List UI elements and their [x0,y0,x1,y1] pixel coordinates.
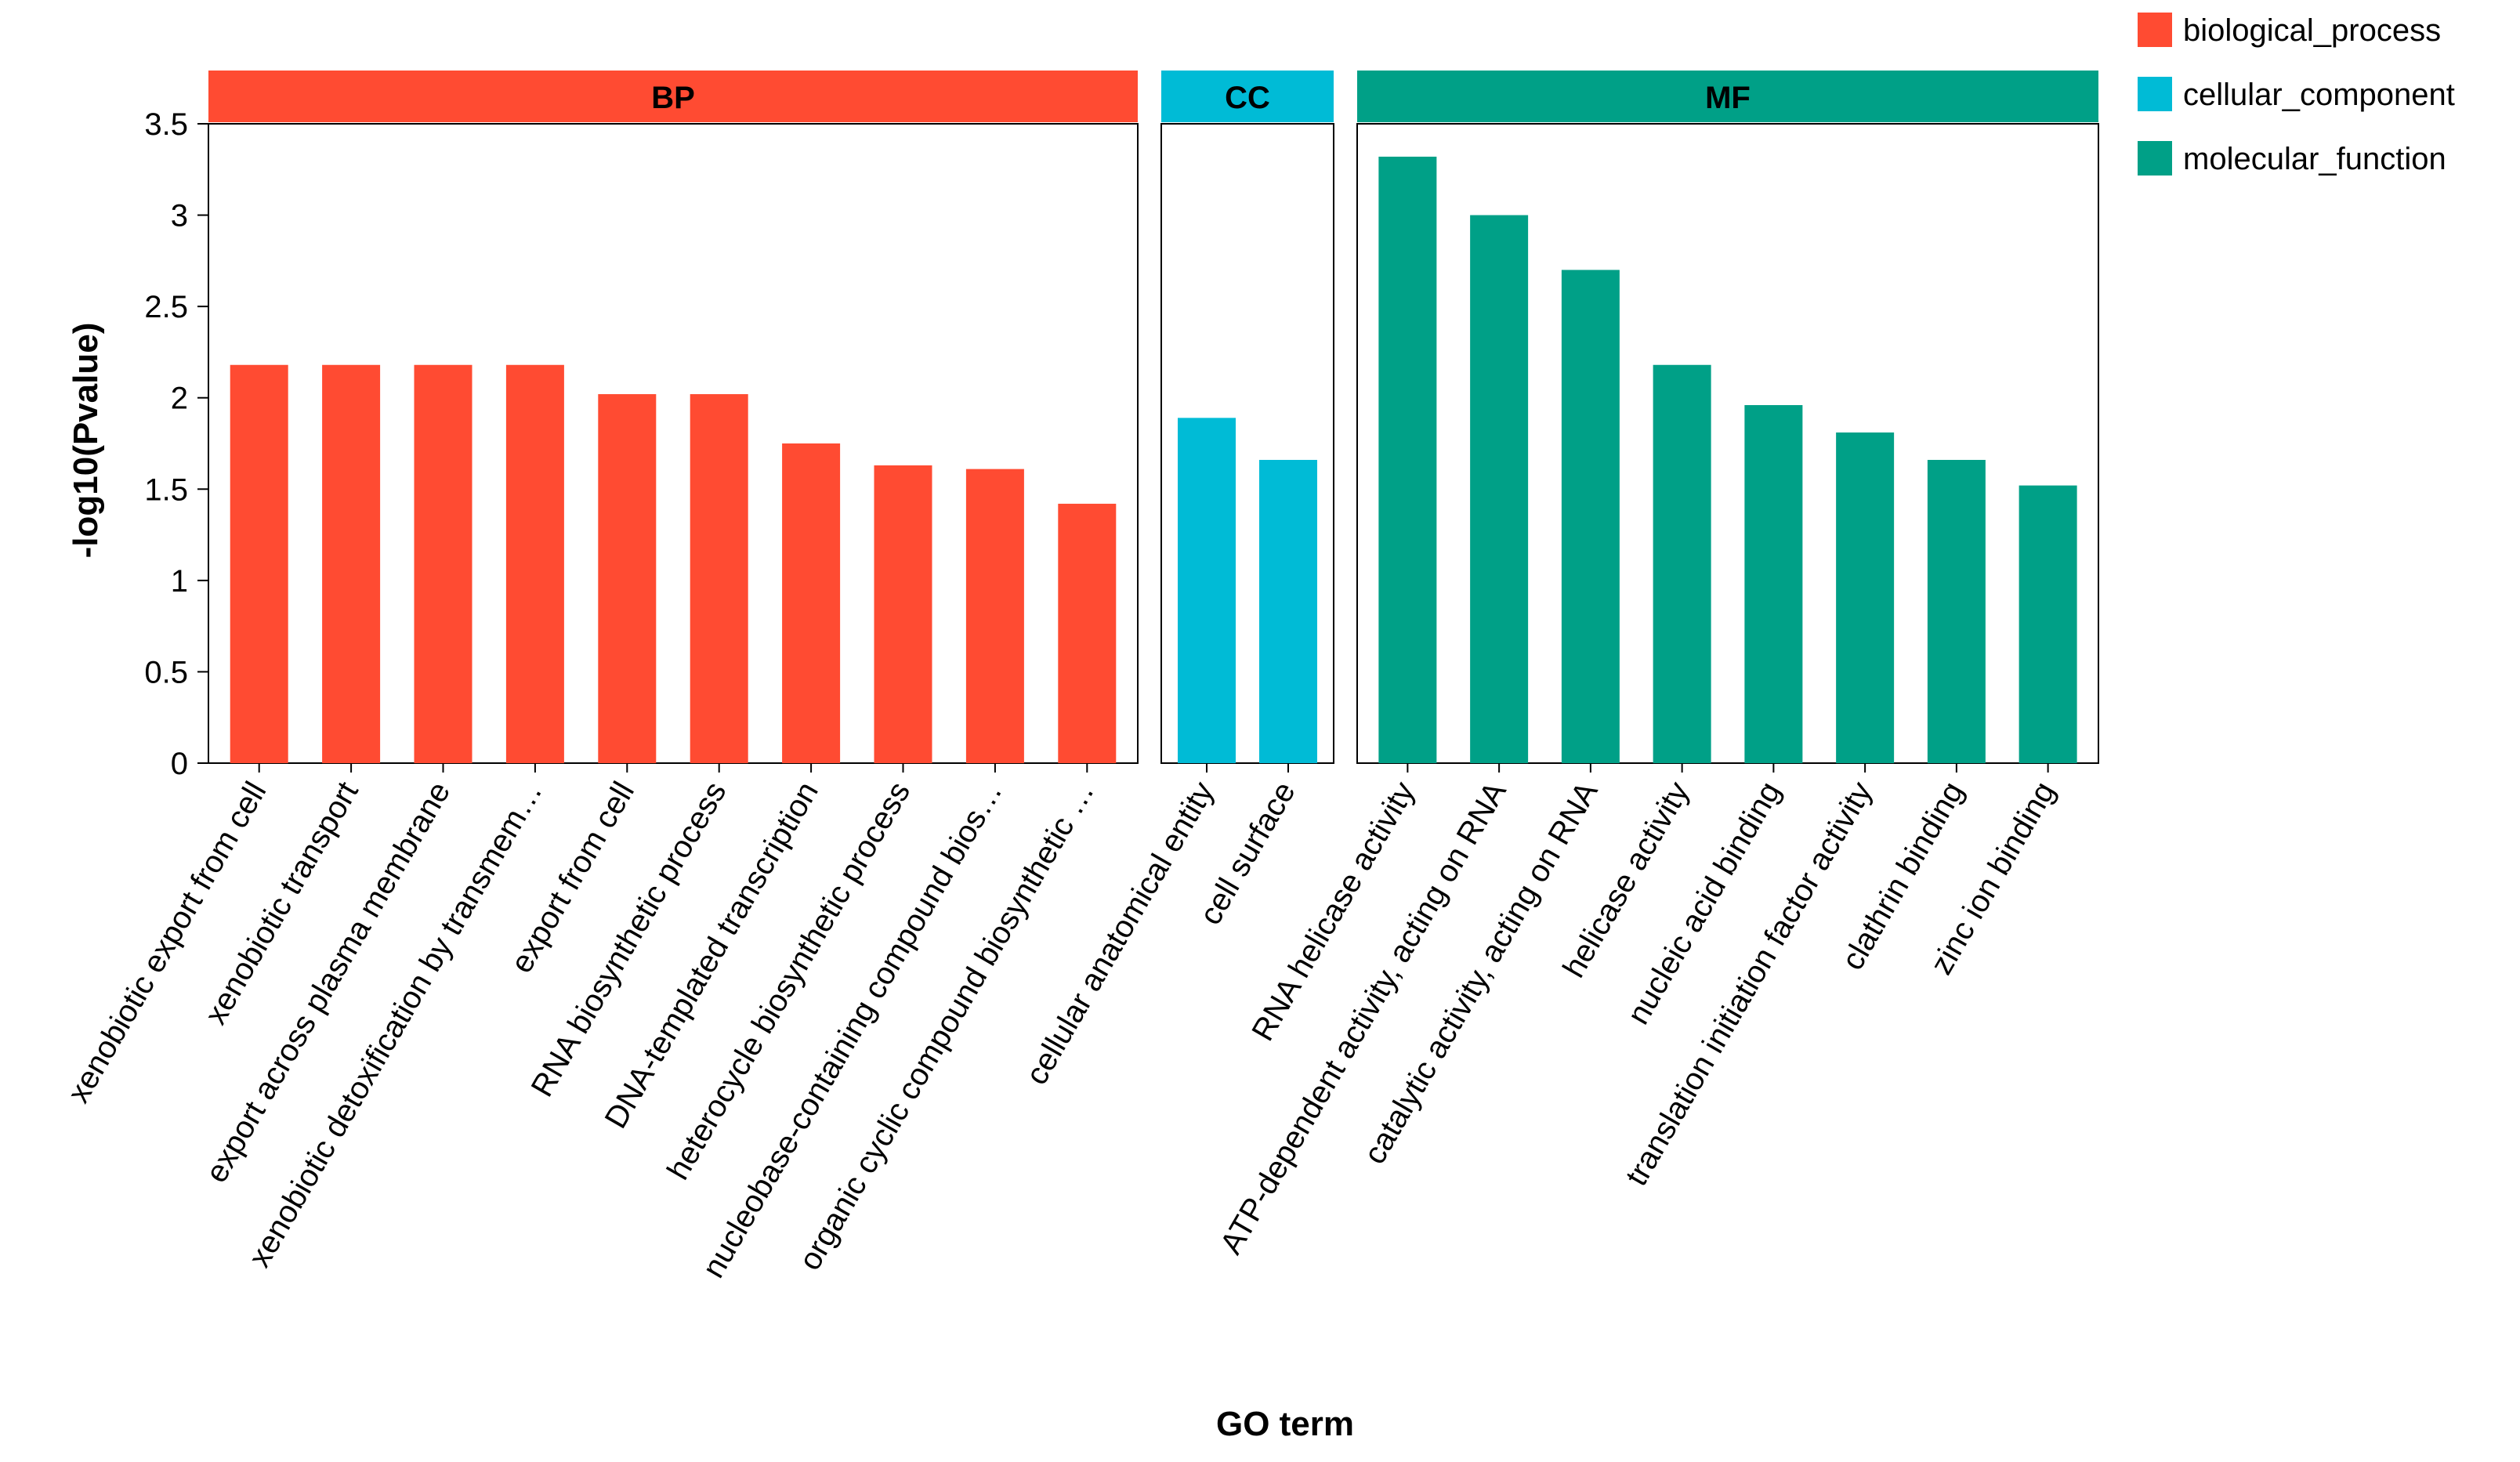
legend: biological_process cellular_componentmole… [2138,13,2455,176]
bar-cc-2 [1259,459,1317,763]
bar-bp-2 [322,364,381,763]
legend-swatch-cc [2138,77,2172,111]
panel-cc: CC [1160,71,1334,764]
bar-mf-5 [1744,405,1803,763]
x-axis-title: GO term [1216,1405,1354,1443]
bar-cc-1 [1178,418,1236,763]
legend-label-mf: molecular_function [2183,142,2446,176]
bar-bp-8 [874,465,932,763]
y-tick-label: 0 [171,747,188,781]
facet-strip-bp [208,71,1138,122]
panel-bp: BP [208,71,1139,764]
y-axis: 0 0.5 1 1.5 2 2.5 3 3.5 [144,107,208,781]
facet-strip-mf [1357,71,2098,122]
bar-bp-1 [230,364,288,763]
y-tick-label: 3 [171,199,188,233]
legend-label-cc: cellular_component [2183,78,2455,112]
y-tick-label: 2.5 [144,290,188,324]
bar-bp-9 [965,469,1024,763]
bar-mf-4 [1653,364,1711,763]
facet-strip-label-cc: CC [1225,81,1270,115]
facet-panels: BP CC MF [208,71,2099,764]
facet-strip-label-bp: BP [651,81,695,115]
bar-mf-6 [1836,432,1895,763]
y-tick-label: 2 [171,382,188,416]
facet-strip-label-mf: MF [1705,81,1751,115]
bar-bp-4 [505,364,564,763]
y-tick-label: 3.5 [144,107,188,142]
bar-mf-8 [2019,485,2077,763]
y-axis-title: -log10(Pvalue) [67,323,105,559]
y-tick-label: 1.5 [144,472,188,507]
legend-label-bp: biological_process [2183,13,2441,48]
bar-bp-7 [782,443,841,763]
panel-border-mf [1356,123,2099,764]
bar-bp-3 [414,364,472,763]
facet-strip-cc [1161,71,1334,122]
legend-swatch-mf [2138,141,2172,176]
y-tick-label: 0.5 [144,655,188,689]
panel-border-bp [208,123,1139,764]
bar-bp-5 [598,394,657,763]
bar-mf-2 [1470,215,1529,764]
bar-bp-6 [690,394,748,763]
bar-mf-1 [1378,156,1437,764]
panel-mf: MF [1356,71,2099,764]
bar-bp-10 [1058,503,1117,763]
bar-mf-7 [1927,459,1986,763]
y-tick-label: 1 [171,564,188,599]
legend-swatch-bp [2138,13,2172,47]
panel-border-cc [1160,123,1334,764]
bar-mf-3 [1561,270,1620,763]
